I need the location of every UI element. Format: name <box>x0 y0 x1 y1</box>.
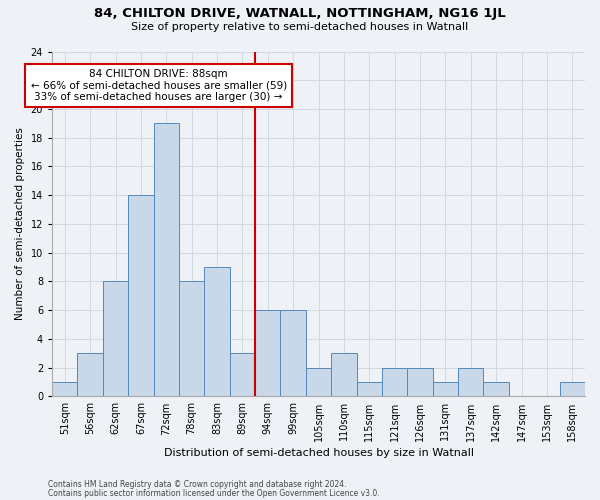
Text: Contains public sector information licensed under the Open Government Licence v3: Contains public sector information licen… <box>48 489 380 498</box>
Bar <box>433 382 458 396</box>
Bar <box>103 282 128 397</box>
Bar <box>331 354 356 397</box>
Bar <box>356 382 382 396</box>
Bar <box>382 368 407 396</box>
X-axis label: Distribution of semi-detached houses by size in Watnall: Distribution of semi-detached houses by … <box>164 448 473 458</box>
Bar <box>230 354 255 397</box>
Bar <box>179 282 205 397</box>
Bar <box>280 310 306 396</box>
Text: Size of property relative to semi-detached houses in Watnall: Size of property relative to semi-detach… <box>131 22 469 32</box>
Bar <box>560 382 585 396</box>
Bar <box>255 310 280 396</box>
Bar <box>77 354 103 397</box>
Y-axis label: Number of semi-detached properties: Number of semi-detached properties <box>15 128 25 320</box>
Bar <box>458 368 484 396</box>
Bar <box>484 382 509 396</box>
Bar <box>154 124 179 396</box>
Text: Contains HM Land Registry data © Crown copyright and database right 2024.: Contains HM Land Registry data © Crown c… <box>48 480 347 489</box>
Bar <box>128 195 154 396</box>
Bar <box>407 368 433 396</box>
Text: 84, CHILTON DRIVE, WATNALL, NOTTINGHAM, NG16 1JL: 84, CHILTON DRIVE, WATNALL, NOTTINGHAM, … <box>94 8 506 20</box>
Text: 84 CHILTON DRIVE: 88sqm
← 66% of semi-detached houses are smaller (59)
33% of se: 84 CHILTON DRIVE: 88sqm ← 66% of semi-de… <box>31 68 287 102</box>
Bar <box>52 382 77 396</box>
Bar <box>205 267 230 396</box>
Bar <box>306 368 331 396</box>
